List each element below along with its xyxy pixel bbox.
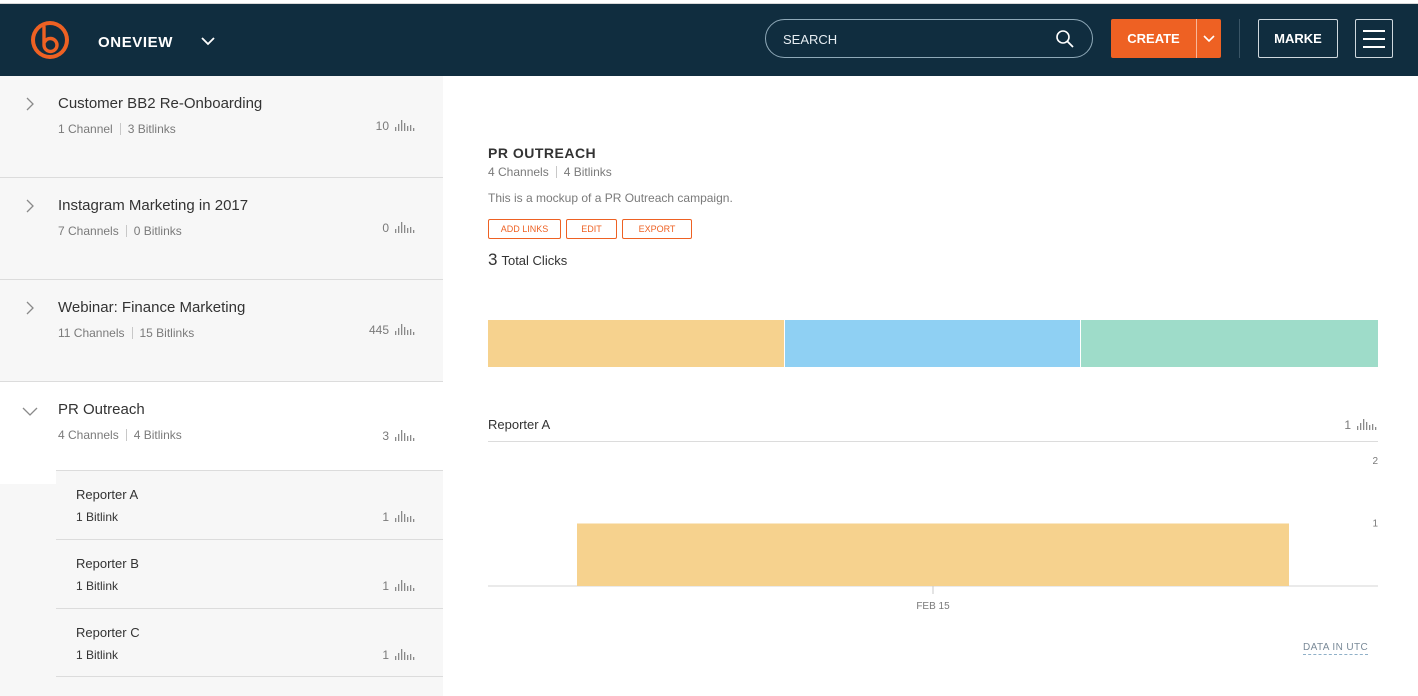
search-icon[interactable]: [1055, 29, 1075, 49]
chevron-right-icon[interactable]: [23, 301, 37, 315]
hamburger-menu-icon[interactable]: [1355, 19, 1393, 58]
channel-bitlinks: 1 Bitlink: [76, 579, 119, 593]
click-count: 1: [382, 648, 416, 662]
campaign-title[interactable]: Customer BB2 Re-Onboarding: [58, 95, 263, 112]
create-button[interactable]: CREATE: [1111, 19, 1221, 58]
bar-chart-icon: [395, 324, 415, 335]
campaign-title[interactable]: Webinar: Finance Marketing: [58, 299, 246, 316]
channel-panel-header: Reporter A 1: [488, 417, 1378, 442]
search-input[interactable]: [783, 29, 1053, 49]
chevron-right-icon[interactable]: [23, 97, 37, 111]
top-nav: ONEVIEW CREATE MARKE: [0, 4, 1418, 76]
edit-button[interactable]: EDIT: [566, 219, 617, 239]
bitlink-count: 15 Bitlinks: [139, 326, 195, 340]
bitlink-count: 0 Bitlinks: [133, 224, 182, 238]
channel-count: 11 Channels: [58, 326, 125, 340]
campaign-title[interactable]: Instagram Marketing in 2017: [58, 197, 249, 214]
campaign-meta: 1 Channel 3 Bitlinks: [58, 122, 176, 136]
data-in-utc-link[interactable]: DATA IN UTC: [1303, 642, 1369, 655]
bitlink-count: 3 Bitlinks: [127, 122, 176, 136]
bar-chart-icon: [395, 580, 415, 591]
click-count: 1: [382, 579, 416, 593]
page-title: PR OUTREACH: [488, 145, 597, 161]
workspace-name[interactable]: ONEVIEW: [98, 34, 174, 51]
chevron-down-icon[interactable]: [1202, 33, 1216, 45]
channel-bitlinks: 1 Bitlink: [76, 648, 119, 662]
channel-title[interactable]: Reporter A: [76, 487, 139, 502]
y-tick-label: 1: [1372, 519, 1378, 530]
click-count: 1: [1344, 418, 1378, 432]
channel-count: 7 Channels: [58, 224, 119, 238]
bitlink-count: 4 Bitlinks: [563, 165, 612, 179]
click-count-value: 445: [368, 323, 389, 337]
breakdown-segment[interactable]: [1081, 320, 1378, 367]
total-clicks: 3 Total Clicks: [488, 250, 567, 270]
campaign-meta: 7 Channels 0 Bitlinks: [58, 224, 182, 238]
channel-item[interactable]: Reporter B 1 Bitlink 1: [56, 539, 443, 608]
click-count: 3: [382, 429, 416, 443]
account-button[interactable]: MARKE: [1258, 19, 1338, 58]
bar-chart-icon: [395, 511, 415, 522]
export-button[interactable]: EXPORT: [622, 219, 692, 239]
campaign-item[interactable]: Instagram Marketing in 2017 7 Channels 0 …: [0, 178, 443, 280]
channel-breakdown-bar: [488, 320, 1378, 367]
channel-title[interactable]: Reporter B: [76, 556, 139, 571]
campaign-sidebar: Customer BB2 Re-Onboarding 1 Channel 3 Bi…: [0, 76, 443, 696]
click-count-value: 0: [382, 221, 389, 235]
campaign-item[interactable]: Customer BB2 Re-Onboarding 1 Channel 3 Bi…: [0, 76, 443, 178]
total-clicks-label: Total Clicks: [501, 253, 568, 268]
add-links-button[interactable]: ADD LINKS: [488, 219, 561, 239]
bar-chart-icon: [395, 649, 415, 660]
breakdown-segment[interactable]: [488, 320, 784, 367]
channel-bitlinks: 1 Bitlink: [76, 510, 119, 524]
campaign-description: This is a mockup of a PR Outreach campai…: [488, 191, 733, 205]
campaign-meta: 4 Channels 4 Bitlinks: [58, 428, 182, 442]
click-count-value: 10: [375, 119, 389, 133]
bar-chart-icon: [1357, 419, 1377, 430]
click-count: 10: [376, 119, 416, 133]
channel-panel-title: Reporter A: [488, 417, 551, 432]
click-count-value: 1: [382, 579, 389, 593]
click-count: 0: [382, 221, 416, 235]
bitly-logo-icon[interactable]: [29, 19, 71, 61]
chevron-right-icon[interactable]: [23, 199, 37, 213]
search-box[interactable]: [765, 19, 1093, 58]
campaign-item-selected[interactable]: PR Outreach 4 Channels 4 Bitlinks 3: [0, 382, 443, 484]
channel-count: 1 Channel: [58, 122, 113, 136]
top-border: [0, 0, 1418, 4]
clicks-chart: 2 1 FEB 15: [488, 456, 1378, 612]
channel-count: 4 Channels: [58, 428, 119, 442]
bar-chart-icon: [395, 120, 415, 131]
create-label[interactable]: CREATE: [1127, 31, 1180, 46]
campaign-item[interactable]: Webinar: Finance Marketing 11 Channels 15…: [0, 280, 443, 382]
click-count-value: 1: [382, 648, 389, 662]
click-count-value: 1: [1344, 418, 1351, 432]
y-tick-label: 2: [1372, 456, 1378, 467]
chevron-down-icon[interactable]: [22, 405, 38, 417]
bar-chart-icon: [395, 430, 415, 441]
campaign-title[interactable]: PR Outreach: [58, 401, 145, 418]
chevron-down-icon[interactable]: [200, 35, 216, 47]
total-clicks-value: 3: [488, 250, 498, 269]
click-count-value: 1: [382, 510, 389, 524]
campaign-meta: 11 Channels 15 Bitlinks: [58, 326, 194, 340]
channel-item[interactable]: Reporter C 1 Bitlink 1: [56, 608, 443, 677]
campaign-detail: PR OUTREACH 4 Channels 4 Bitlinks This is…: [443, 76, 1418, 696]
create-divider: [1196, 19, 1197, 58]
channel-count: 4 Channels: [488, 165, 549, 179]
bitlink-count: 4 Bitlinks: [133, 428, 182, 442]
channel-title[interactable]: Reporter C: [76, 625, 140, 640]
x-tick-label: FEB 15: [916, 601, 950, 612]
campaign-meta: 4 Channels 4 Bitlinks: [488, 165, 612, 179]
bar-chart-icon: [395, 222, 415, 233]
click-count: 1: [382, 510, 416, 524]
click-count-value: 3: [382, 429, 389, 443]
chart-bar[interactable]: [577, 523, 1289, 587]
header-divider: [1239, 19, 1240, 58]
breakdown-segment[interactable]: [784, 320, 1081, 367]
click-count: 445: [369, 323, 416, 337]
channel-item[interactable]: Reporter A 1 Bitlink 1: [56, 470, 443, 539]
